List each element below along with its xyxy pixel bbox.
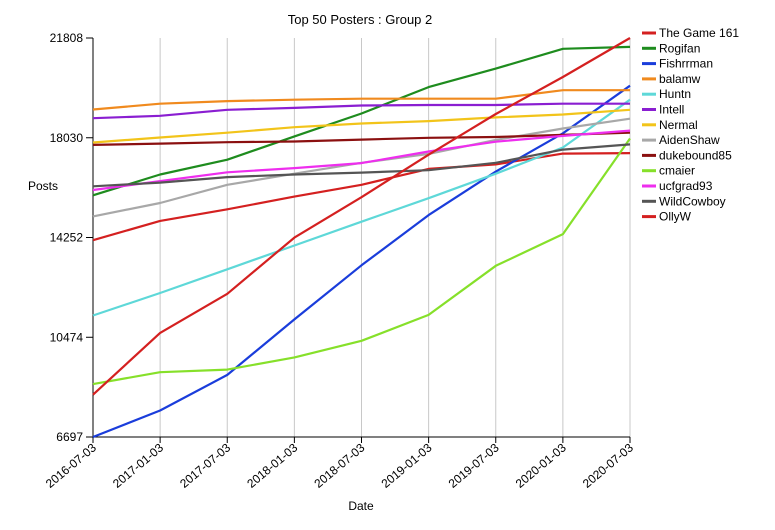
legend-label: Huntn xyxy=(659,87,691,101)
y-tick-label: 18030 xyxy=(50,131,84,145)
y-axis-label: Posts xyxy=(28,179,58,193)
legend-label: dukebound85 xyxy=(659,148,732,162)
series-line xyxy=(92,84,631,439)
legend-label: Rogifan xyxy=(659,41,700,55)
series-lines xyxy=(92,37,631,439)
x-tick-label: 2019-01-03 xyxy=(379,440,435,490)
x-tick-label: 2017-01-03 xyxy=(110,440,166,490)
legend-label: OllyW xyxy=(659,210,692,224)
series-line xyxy=(92,89,630,111)
x-axis-label: Date xyxy=(348,499,374,513)
y-tick-label: 10474 xyxy=(50,330,84,344)
legend-label: Intell xyxy=(659,103,684,117)
series-line xyxy=(92,98,631,317)
legend-label: cmaier xyxy=(659,164,695,178)
x-tick-label: 2017-07-03 xyxy=(177,440,233,490)
x-tick-label: 2018-07-03 xyxy=(311,440,367,490)
series-line xyxy=(92,102,630,120)
legend-label: Fishrrman xyxy=(659,57,713,71)
legend-label: AidenShaw xyxy=(659,133,720,147)
legend-label: WildCowboy xyxy=(659,194,726,208)
series-line xyxy=(92,129,631,192)
legend-label: balamw xyxy=(659,72,701,86)
y-tick-label: 14252 xyxy=(50,231,84,245)
x-tick-label: 2020-07-03 xyxy=(580,440,636,490)
y-tick-label: 6697 xyxy=(56,430,83,444)
series-line xyxy=(92,108,631,144)
series-line xyxy=(92,131,631,146)
x-tick-label: 2016-07-03 xyxy=(43,440,99,490)
legend-label: Nermal xyxy=(659,118,698,132)
series-line xyxy=(92,143,631,188)
y-tick-label: 21808 xyxy=(50,31,84,45)
x-tick-label: 2020-01-03 xyxy=(513,440,569,490)
series-line xyxy=(92,45,631,197)
x-tick-label: 2019-07-03 xyxy=(446,440,502,490)
legend-label: The Game 161 xyxy=(659,26,739,40)
series-line xyxy=(92,137,631,386)
chart-title: Top 50 Posters : Group 2 xyxy=(288,12,433,27)
x-tick-label: 2018-01-03 xyxy=(244,440,300,490)
series-line xyxy=(92,37,631,396)
legend-label: ucfgrad93 xyxy=(659,179,713,193)
